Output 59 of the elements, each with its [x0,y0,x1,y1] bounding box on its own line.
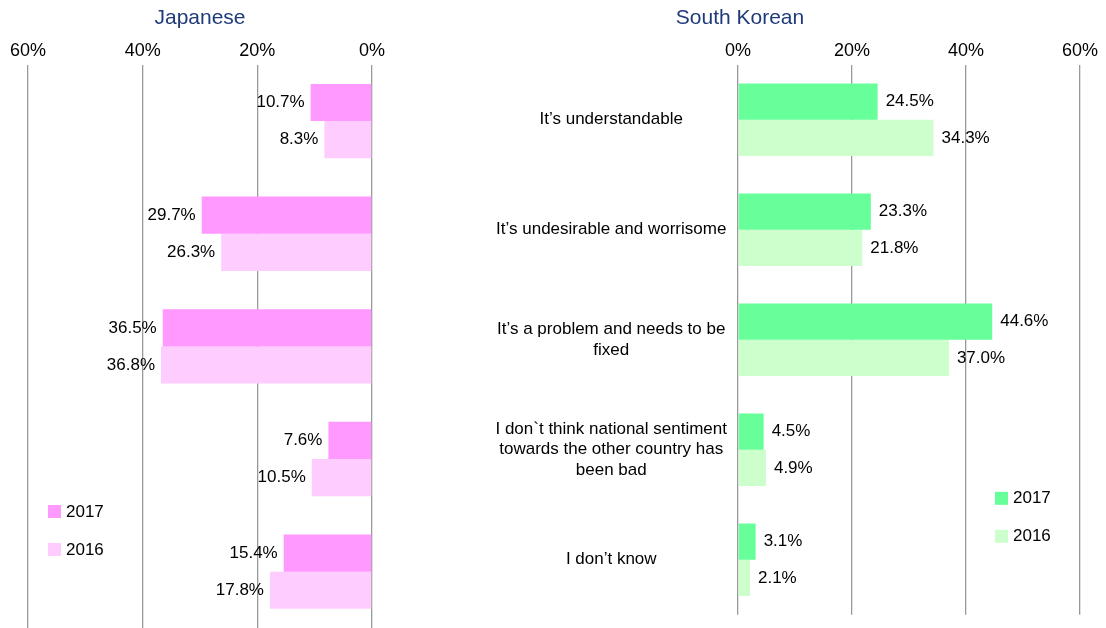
bar [161,346,372,384]
bar [738,303,993,340]
data-label: 23.3% [878,201,928,221]
data-label: 8.3% [279,129,319,149]
data-label: 36.5% [108,317,157,337]
legend-label: 2017 [1013,488,1051,508]
bar [162,309,372,347]
data-label: 26.3% [167,242,216,262]
bar [738,193,871,230]
data-label: 36.8% [106,354,156,374]
legend-label: 2016 [1013,526,1051,546]
bar [221,233,372,271]
x-tick-label: 40% [947,39,985,60]
data-label: 4.9% [773,457,813,477]
x-tick-label: 20% [833,39,871,60]
chart-title: Japanese [154,5,246,29]
y-tick-label: I don’t know [565,549,658,569]
data-label: 10.7% [256,92,305,112]
data-label: 4.5% [771,421,811,441]
x-tick-label: 60% [1061,39,1099,60]
bar [310,83,372,122]
x-tick-label: 40% [124,39,161,60]
bar [738,413,764,450]
y-tick-label: It’s a problem and needs to be fixed [497,319,726,359]
data-label: 34.3% [941,127,990,147]
data-label: 10.5% [257,467,306,487]
y-tick-label: It’s undesirable and worrisome [496,219,727,239]
data-label: 15.4% [229,542,278,562]
data-label: 7.6% [283,430,323,450]
legend-label: 2017 [66,501,104,521]
x-tick-label: 0% [724,39,752,60]
data-label: 29.7% [147,204,196,224]
bar [201,196,372,234]
data-label: 3.1% [763,531,803,551]
bar [283,534,372,572]
data-label: 21.8% [870,237,919,257]
legend-label: 2016 [66,539,104,559]
bar [311,459,372,497]
data-label: 44.6% [1000,311,1049,331]
bar [328,421,372,460]
y-tick-label: It’s understandable [539,109,683,129]
x-tick-label: 0% [358,39,386,60]
x-tick-label: 60% [9,39,47,60]
data-label: 17.8% [215,579,264,599]
data-label: 24.5% [885,91,934,111]
y-tick-label: I don`t think national sentiment towards the other country has been bad [495,419,728,479]
bar [269,571,372,609]
x-tick-label: 20% [239,39,276,60]
bar [738,119,934,157]
bar [738,523,756,560]
data-label: 2.1% [757,567,797,587]
bar [738,559,750,597]
chart-title: South Korean [675,5,805,29]
bar [738,83,878,120]
bar [324,121,372,159]
data-label: 37.0% [956,347,1006,367]
bar [738,339,949,377]
bar [738,449,766,487]
bar [738,229,863,267]
